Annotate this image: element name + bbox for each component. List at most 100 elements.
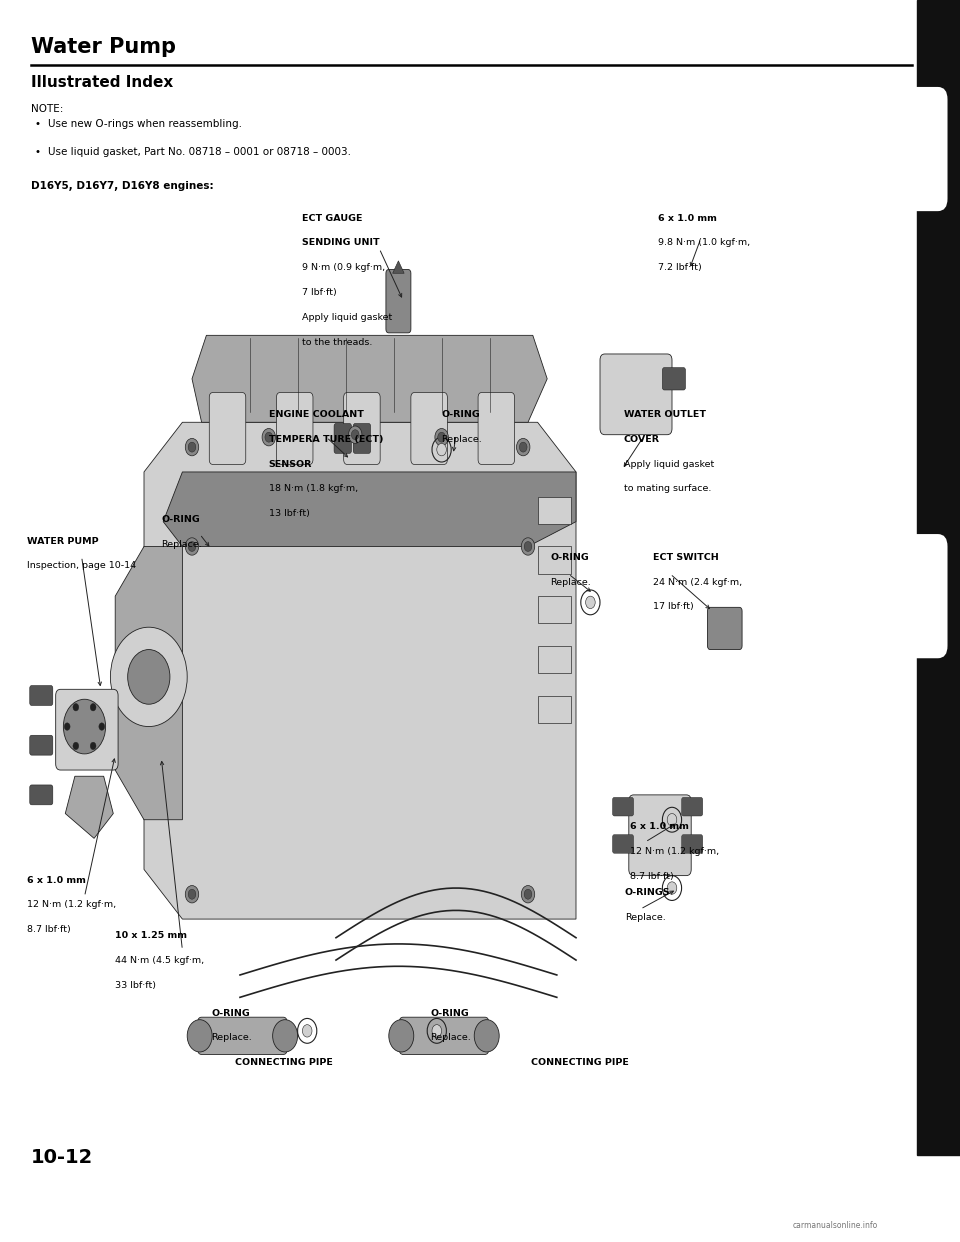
Circle shape [90,743,96,750]
Text: 8.7 lbf·ft): 8.7 lbf·ft) [630,872,674,881]
Text: 18 N·m (1.8 kgf·m,: 18 N·m (1.8 kgf·m, [269,484,358,493]
FancyBboxPatch shape [682,797,703,816]
Text: NOTE:: NOTE: [31,104,63,114]
Text: O-RING: O-RING [211,1009,250,1017]
Circle shape [432,1025,442,1037]
Text: Replace.: Replace. [430,1033,470,1042]
Text: O-RING: O-RING [430,1009,468,1017]
FancyBboxPatch shape [411,392,447,465]
Text: 10-12: 10-12 [31,1149,93,1167]
Polygon shape [163,472,576,546]
Text: Water Pump: Water Pump [31,37,176,57]
Bar [538,646,571,673]
Text: O-RINGS: O-RINGS [625,888,670,897]
FancyBboxPatch shape [904,534,948,658]
Text: •: • [35,119,40,129]
FancyBboxPatch shape [344,392,380,465]
Text: 10 x 1.25 mm: 10 x 1.25 mm [115,932,187,940]
Polygon shape [115,546,182,820]
Text: 12 N·m (1.2 kgf·m,: 12 N·m (1.2 kgf·m, [630,847,719,856]
Polygon shape [393,261,404,273]
Circle shape [348,426,362,443]
FancyBboxPatch shape [629,795,691,876]
FancyBboxPatch shape [30,735,53,755]
Text: carmanualsonline.info: carmanualsonline.info [793,1221,877,1230]
Text: Replace.: Replace. [550,578,590,586]
Text: O-RING: O-RING [550,553,588,561]
Text: Apply liquid gasket: Apply liquid gasket [624,460,714,468]
Circle shape [188,889,196,899]
Text: WATER OUTLET: WATER OUTLET [624,410,706,419]
FancyBboxPatch shape [682,835,703,853]
Polygon shape [192,335,547,422]
Circle shape [265,432,273,442]
FancyBboxPatch shape [56,689,118,770]
FancyBboxPatch shape [334,424,351,453]
Text: Illustrated Index: Illustrated Index [31,75,173,89]
Circle shape [90,703,96,710]
Text: 24 N·m (2.4 kgf·m,: 24 N·m (2.4 kgf·m, [653,578,742,586]
FancyBboxPatch shape [478,392,515,465]
Circle shape [187,1020,212,1052]
Circle shape [521,538,535,555]
Text: CONNECTING PIPE: CONNECTING PIPE [235,1058,333,1067]
Circle shape [262,428,276,446]
Text: Replace.: Replace. [211,1033,252,1042]
FancyBboxPatch shape [30,785,53,805]
Circle shape [73,743,79,750]
Text: Replace.: Replace. [625,913,665,922]
Bar [917,0,960,1155]
Bar [538,696,571,723]
Circle shape [524,889,532,899]
Text: 6 x 1.0 mm: 6 x 1.0 mm [658,214,716,222]
Circle shape [73,703,79,710]
Circle shape [64,723,70,730]
Circle shape [99,723,105,730]
Text: 7 lbf·ft): 7 lbf·ft) [302,288,337,297]
Text: Replace.: Replace. [442,435,482,443]
Text: 13 lbf·ft): 13 lbf·ft) [269,509,310,518]
FancyBboxPatch shape [209,392,246,465]
Circle shape [188,442,196,452]
Circle shape [667,882,677,894]
Circle shape [302,1025,312,1037]
Text: to the threads.: to the threads. [302,338,372,347]
FancyBboxPatch shape [600,354,672,435]
Circle shape [185,438,199,456]
Circle shape [351,430,359,440]
FancyBboxPatch shape [386,270,411,333]
Text: TEMPERA TURE (ECT): TEMPERA TURE (ECT) [269,435,383,443]
Text: SENDING UNIT: SENDING UNIT [302,238,380,247]
Circle shape [185,538,199,555]
Circle shape [438,432,445,442]
Circle shape [273,1020,298,1052]
FancyBboxPatch shape [612,797,634,816]
Text: 12 N·m (1.2 kgf·m,: 12 N·m (1.2 kgf·m, [27,900,116,909]
FancyBboxPatch shape [353,424,371,453]
Text: Use liquid gasket, Part No. 08718 – 0001 or 08718 – 0003.: Use liquid gasket, Part No. 08718 – 0001… [48,147,351,156]
Text: 17 lbf·ft): 17 lbf·ft) [653,602,693,611]
Circle shape [524,542,532,551]
FancyBboxPatch shape [198,1017,287,1054]
Circle shape [110,627,187,727]
Text: ENGINE COOLANT: ENGINE COOLANT [269,410,364,419]
FancyBboxPatch shape [276,392,313,465]
Circle shape [586,596,595,609]
Bar [538,546,571,574]
Text: WATER PUMP: WATER PUMP [27,537,99,545]
FancyBboxPatch shape [904,87,948,211]
Circle shape [63,699,106,754]
Text: 44 N·m (4.5 kgf·m,: 44 N·m (4.5 kgf·m, [115,956,204,965]
Text: COVER: COVER [624,435,660,443]
Circle shape [437,443,446,456]
Text: 9.8 N·m (1.0 kgf·m,: 9.8 N·m (1.0 kgf·m, [658,238,750,247]
Text: to mating surface.: to mating surface. [624,484,711,493]
Text: ECT SWITCH: ECT SWITCH [653,553,718,561]
Circle shape [389,1020,414,1052]
Text: O-RING: O-RING [161,515,200,524]
FancyBboxPatch shape [662,368,685,390]
Polygon shape [144,422,576,919]
Circle shape [516,438,530,456]
Circle shape [474,1020,499,1052]
Text: 9 N·m (0.9 kgf·m,: 9 N·m (0.9 kgf·m, [302,263,386,272]
